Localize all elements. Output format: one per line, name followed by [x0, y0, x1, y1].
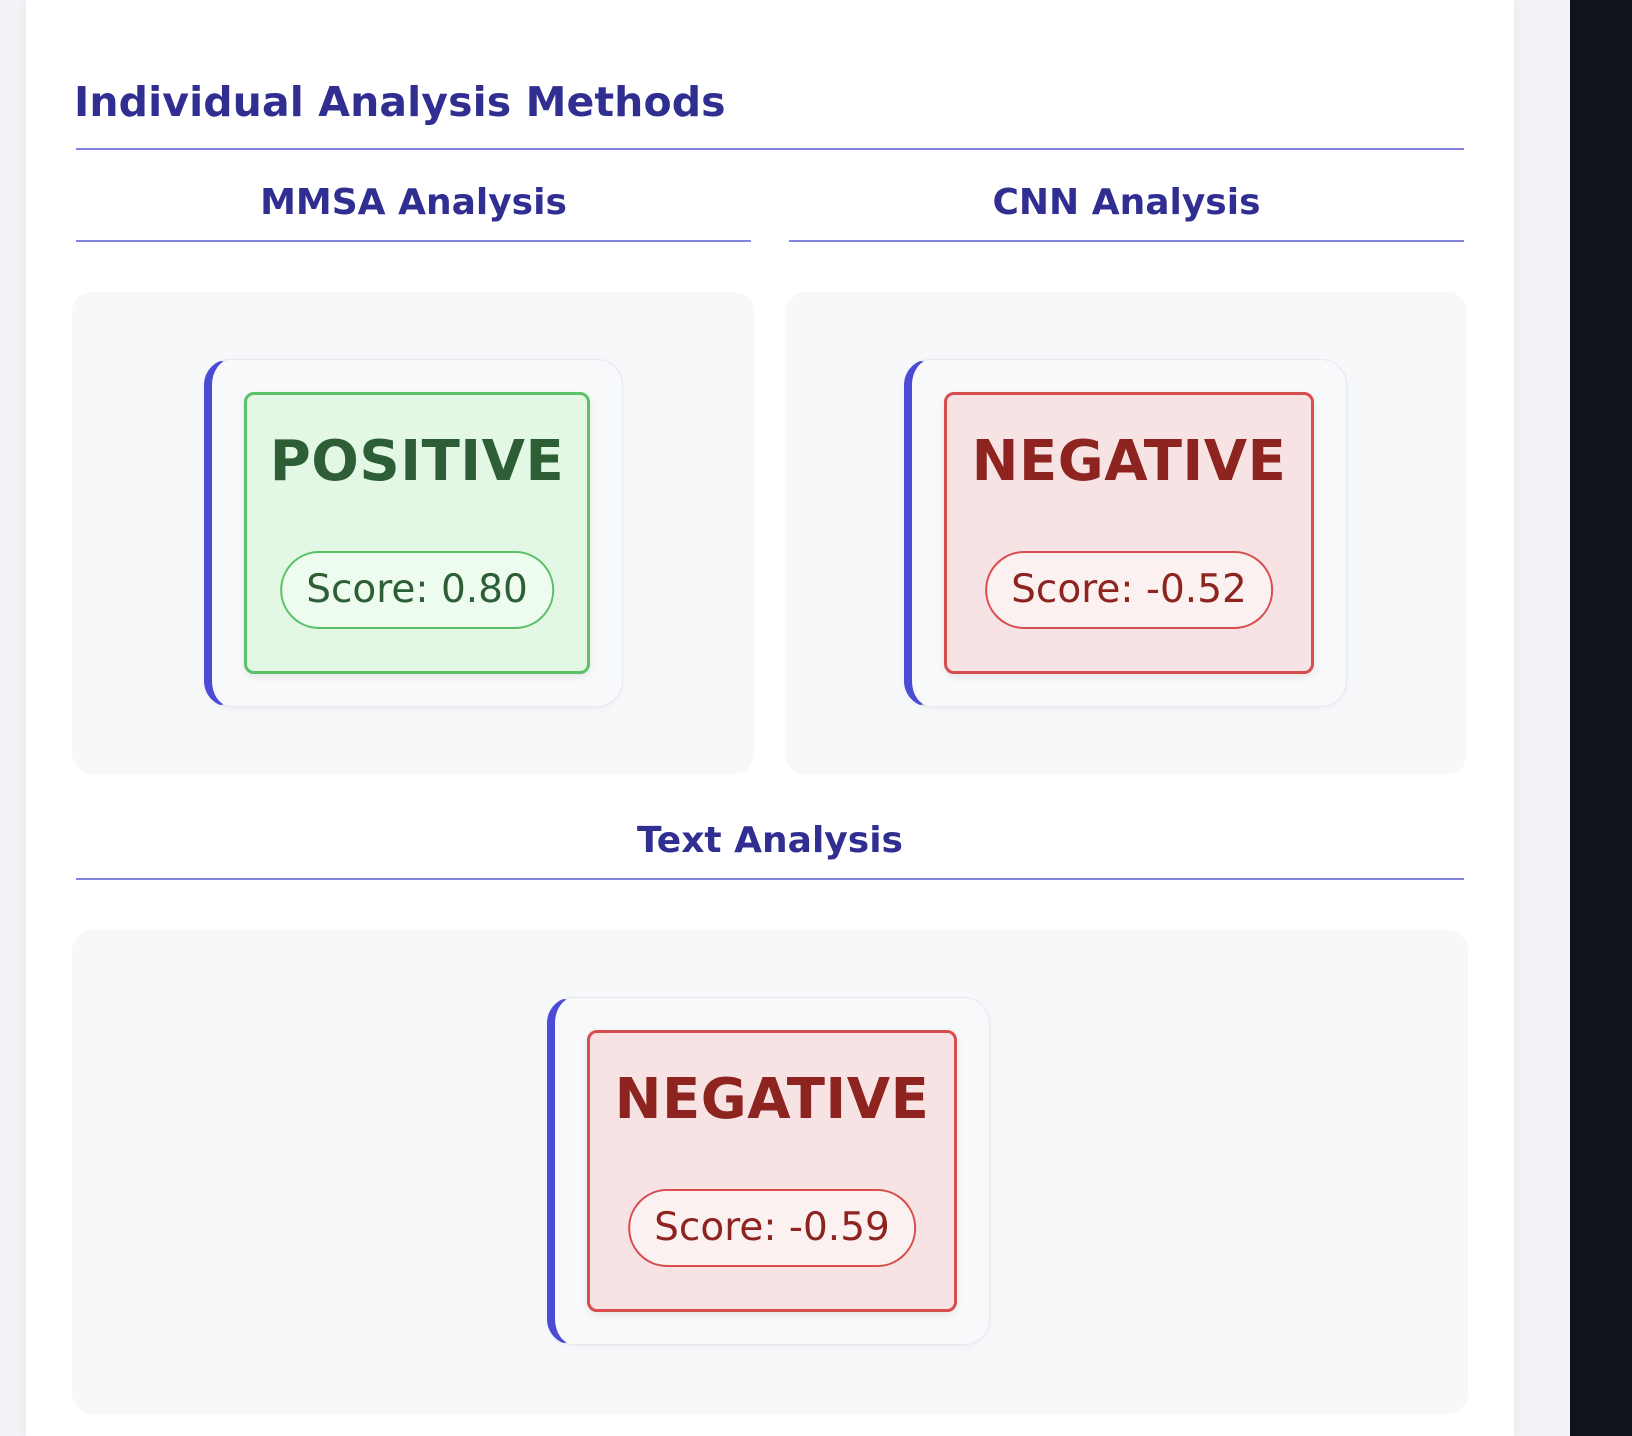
analysis-panel: Individual Analysis Methods MMSA Analysi… — [26, 0, 1514, 1436]
text-sentiment-box: NEGATIVE Score: -0.59 — [587, 1030, 957, 1312]
text-sentiment-label: NEGATIVE — [614, 1067, 930, 1132]
text-result-frame: NEGATIVE Score: -0.59 — [547, 997, 990, 1345]
cnn-analysis-title: CNN Analysis — [992, 182, 1261, 223]
text-analysis-title: Text Analysis — [637, 820, 903, 861]
cnn-result-frame: NEGATIVE Score: -0.52 — [904, 359, 1347, 707]
mmsa-score-badge: Score: 0.80 — [280, 551, 554, 629]
mmsa-sentiment-box: POSITIVE Score: 0.80 — [244, 392, 590, 674]
mmsa-sentiment-label: POSITIVE — [269, 429, 565, 494]
cnn-sentiment-label: NEGATIVE — [971, 429, 1287, 494]
mmsa-result-frame: POSITIVE Score: 0.80 — [204, 359, 623, 707]
cnn-score-badge: Score: -0.52 — [985, 551, 1273, 629]
window-edge — [1570, 0, 1632, 1436]
cnn-divider — [789, 240, 1464, 242]
section-title: Individual Analysis Methods — [74, 78, 726, 126]
mmsa-analysis-title: MMSA Analysis — [260, 182, 567, 223]
cnn-result-card: NEGATIVE Score: -0.52 — [785, 292, 1467, 774]
text-score-badge: Score: -0.59 — [628, 1189, 916, 1267]
section-divider — [76, 148, 1464, 150]
mmsa-result-card: POSITIVE Score: 0.80 — [72, 292, 754, 774]
text-result-card: NEGATIVE Score: -0.59 — [72, 930, 1468, 1414]
cnn-sentiment-box: NEGATIVE Score: -0.52 — [944, 392, 1314, 674]
mmsa-divider — [76, 240, 751, 242]
text-divider — [76, 878, 1464, 880]
